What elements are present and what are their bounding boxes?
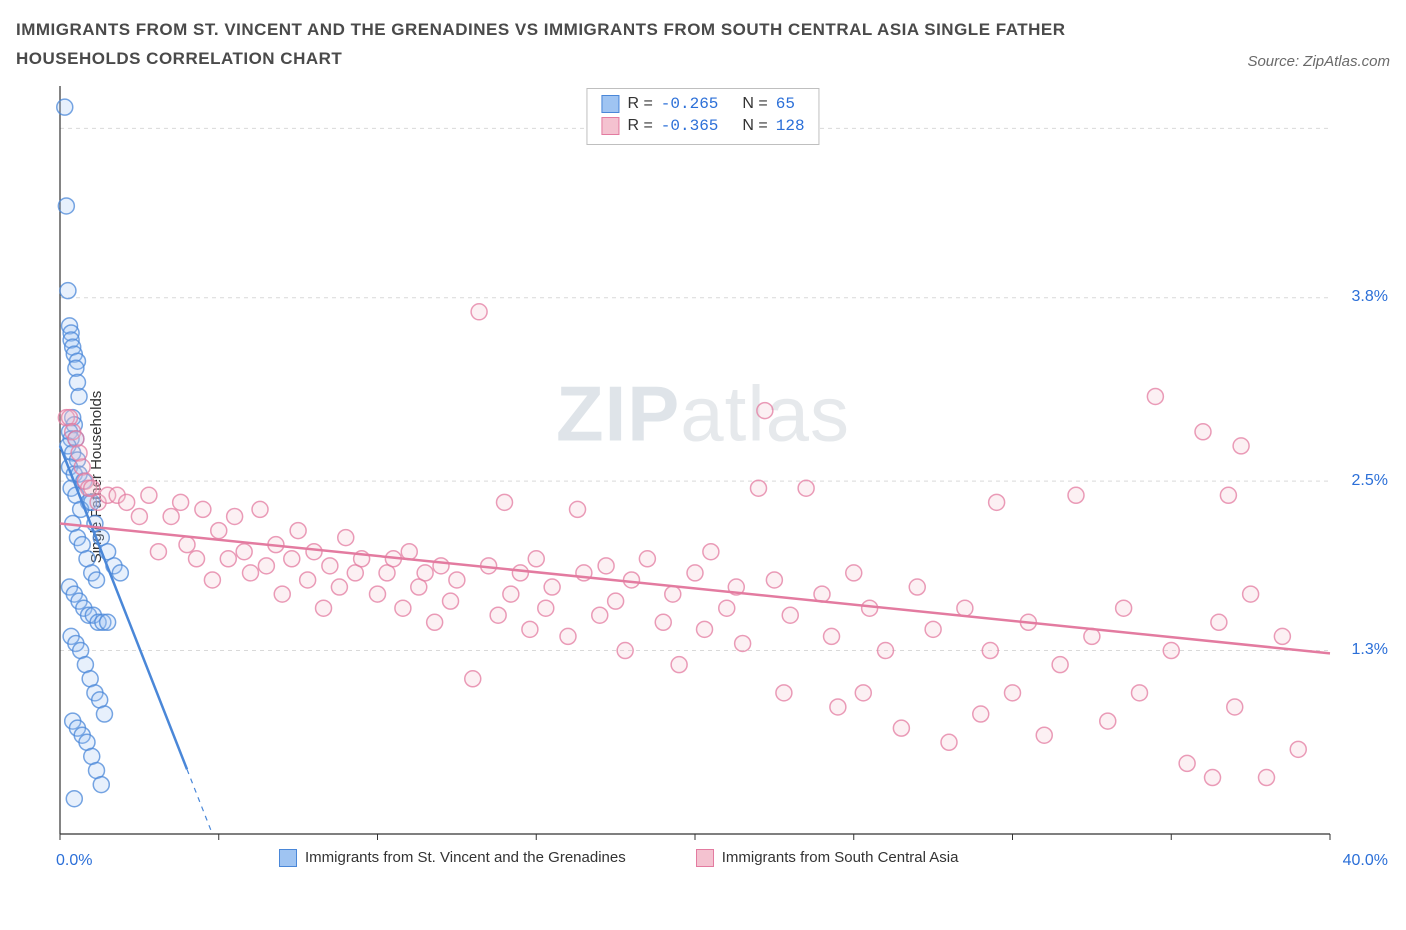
bottom-legend: 0.0% Immigrants from St. Vincent and the… bbox=[54, 844, 1390, 872]
legend-item-2: Immigrants from South Central Asia bbox=[696, 849, 959, 867]
title-row: IMMIGRANTS FROM ST. VINCENT AND THE GREN… bbox=[16, 16, 1390, 74]
r-value-2: -0.365 bbox=[661, 115, 719, 137]
correlation-chart: IMMIGRANTS FROM ST. VINCENT AND THE GREN… bbox=[16, 16, 1390, 872]
swatch-series-2 bbox=[601, 117, 619, 135]
n-value-2: 128 bbox=[776, 115, 805, 137]
legend-item-1: Immigrants from St. Vincent and the Gren… bbox=[279, 849, 626, 867]
n-label-1: N = bbox=[742, 93, 767, 115]
legend-label-1: Immigrants from St. Vincent and the Gren… bbox=[305, 849, 626, 866]
plot-area: Single Father Households ZIPatlas R = -0… bbox=[16, 82, 1390, 872]
legend-swatch-2 bbox=[696, 849, 714, 867]
legend-swatch-1 bbox=[279, 849, 297, 867]
chart-title: IMMIGRANTS FROM ST. VINCENT AND THE GREN… bbox=[16, 16, 1066, 74]
swatch-series-1 bbox=[601, 95, 619, 113]
r-value-1: -0.265 bbox=[661, 93, 719, 115]
source-label: Source: ZipAtlas.com bbox=[1247, 53, 1390, 74]
n-value-1: 65 bbox=[776, 93, 795, 115]
x-max-label: 40.0% bbox=[1343, 852, 1388, 870]
y-tick-label: 2.5% bbox=[1352, 472, 1388, 490]
scatter-plot-svg bbox=[54, 82, 1390, 842]
stats-legend-box: R = -0.265 N = 65 R = -0.365 N = 128 bbox=[586, 88, 819, 145]
x-min-label: 0.0% bbox=[56, 852, 92, 870]
legend-label-2: Immigrants from South Central Asia bbox=[722, 849, 959, 866]
r-label-1: R = bbox=[627, 93, 652, 115]
y-tick-label: 3.8% bbox=[1352, 288, 1388, 306]
stats-row-1: R = -0.265 N = 65 bbox=[601, 93, 804, 115]
y-tick-label: 1.3% bbox=[1352, 641, 1388, 659]
stats-row-2: R = -0.365 N = 128 bbox=[601, 115, 804, 137]
r-label-2: R = bbox=[627, 115, 652, 137]
n-label-2: N = bbox=[742, 115, 767, 137]
